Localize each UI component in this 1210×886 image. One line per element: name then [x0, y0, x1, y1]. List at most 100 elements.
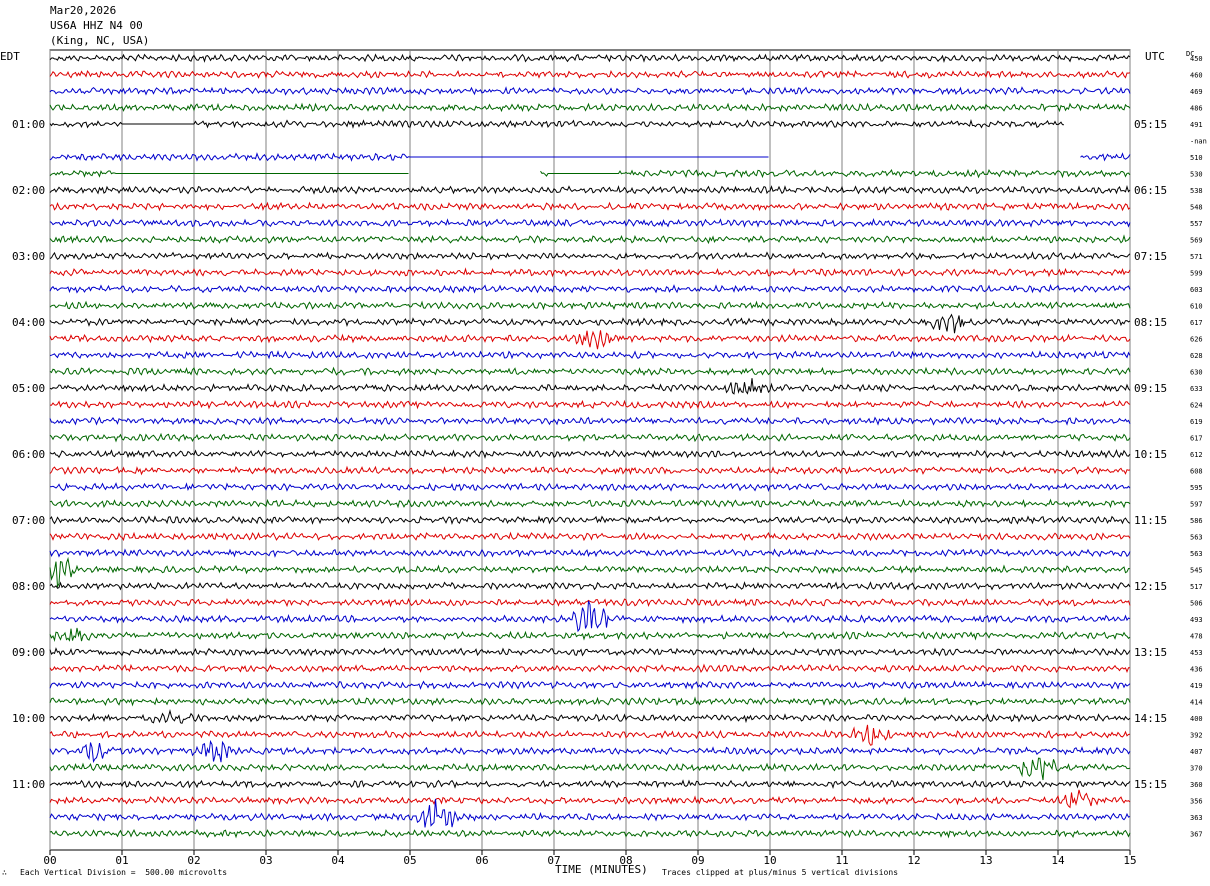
trace-line: [49, 399, 1131, 410]
x-tick-label: 15: [1123, 854, 1136, 867]
x-tick-label: 07: [547, 854, 560, 867]
dc-offset-label: 478: [1190, 633, 1203, 641]
trace-line: [49, 350, 1131, 360]
trace-line: [49, 498, 1131, 509]
dc-offset-label: 370: [1190, 765, 1203, 773]
trace-line: [49, 482, 1131, 492]
dc-offset-label: 586: [1190, 517, 1203, 525]
x-tick-label: 14: [1051, 854, 1065, 867]
trace-line: [49, 708, 1131, 724]
x-tick-label: 13: [979, 854, 992, 867]
right-hour-label: 08:15: [1134, 316, 1167, 329]
trace-line: [49, 53, 1131, 63]
dc-offset-label: 624: [1190, 402, 1203, 410]
right-timezone: UTC: [1145, 50, 1165, 63]
dc-offset-label: 436: [1190, 666, 1203, 674]
dc-offset-label: 545: [1190, 567, 1203, 575]
trace-line: [49, 432, 1131, 443]
dc-offset-label: 356: [1190, 798, 1203, 806]
left-hour-label: 07:00: [12, 514, 45, 527]
trace-line: [49, 251, 1131, 261]
left-hour-label: 03:00: [12, 250, 45, 263]
trace-line: [49, 696, 1131, 707]
trace-line: [49, 69, 1131, 79]
dc-offset-label: 612: [1190, 451, 1203, 459]
x-axis-label: TIME (MINUTES): [555, 863, 648, 876]
trace-line: [49, 217, 1131, 228]
x-tick-label: 08: [619, 854, 632, 867]
right-hour-label: 07:15: [1134, 250, 1167, 263]
trace-line: [49, 548, 1131, 558]
dc-offset-label: 619: [1190, 418, 1203, 426]
dc-offset-label: 626: [1190, 336, 1203, 344]
dc-offset-label: 506: [1190, 600, 1203, 608]
dc-offset-label: 530: [1190, 171, 1203, 179]
dc-offset-label: 617: [1190, 435, 1203, 443]
trace-line: [49, 330, 1131, 350]
dc-offset-label: 469: [1190, 88, 1203, 96]
x-tick-label: 01: [115, 854, 128, 867]
dc-offset-label: 571: [1190, 253, 1203, 261]
right-hour-label: 09:15: [1134, 382, 1167, 395]
dc-offset-label: 453: [1190, 649, 1203, 657]
trace-line: [49, 168, 1131, 179]
right-hour-label: 12:15: [1134, 580, 1167, 593]
trace-line: [49, 789, 1131, 809]
trace-line: [49, 267, 1131, 278]
left-hour-label: 08:00: [12, 580, 45, 593]
dc-offset-label: 450: [1190, 55, 1203, 63]
dc-offset-label: 617: [1190, 319, 1203, 327]
left-hour-label: 05:00: [12, 382, 45, 395]
trace-line: [49, 724, 1131, 746]
dc-offset-label: 493: [1190, 616, 1203, 624]
x-tick-label: 12: [907, 854, 920, 867]
dc-offset-label: 400: [1190, 715, 1203, 723]
trace-line: [49, 739, 1131, 764]
dc-offset-label: 603: [1190, 286, 1203, 294]
trace-line: [49, 779, 1131, 790]
dc-offset-label: 367: [1190, 831, 1203, 839]
trace-line: [49, 647, 1131, 657]
dc-offset-label: 628: [1190, 352, 1203, 360]
x-tick-label: 04: [331, 854, 345, 867]
trace-line: [49, 465, 1131, 476]
trace-line: [49, 152, 1131, 162]
dc-offset-label: 633: [1190, 385, 1203, 393]
x-tick-label: 03: [259, 854, 272, 867]
dc-offset-label: 407: [1190, 748, 1203, 756]
x-tick-label: 02: [187, 854, 200, 867]
trace-line: [49, 300, 1131, 311]
x-tick-label: 11: [835, 854, 848, 867]
clip-note: Traces clipped at plus/minus 5 vertical …: [662, 868, 899, 877]
right-hour-label: 06:15: [1134, 184, 1167, 197]
trace-line: [49, 515, 1131, 526]
trace-line: [49, 184, 1131, 195]
dc-offset-label: 538: [1190, 187, 1203, 195]
trace-line: [49, 757, 1131, 781]
dc-offset-label: 548: [1190, 204, 1203, 212]
trace-line: [49, 234, 1131, 245]
trace-line: [49, 86, 1131, 96]
plot-date: Mar20,2026: [50, 4, 117, 17]
trace-line: [49, 313, 1131, 334]
dc-offset-label: 557: [1190, 220, 1203, 228]
trace-line: [49, 600, 1131, 633]
dc-offset-label: 363: [1190, 814, 1203, 822]
dc-offset-label: 419: [1190, 682, 1203, 690]
trace-line: [49, 680, 1131, 690]
left-hour-label: 11:00: [12, 778, 45, 791]
dc-offset-label: 608: [1190, 468, 1203, 476]
right-hour-label: 10:15: [1134, 448, 1167, 461]
dc-offset-label: 392: [1190, 732, 1203, 740]
left-hour-label: 04:00: [12, 316, 45, 329]
left-hour-label: 06:00: [12, 448, 45, 461]
trace-line: [49, 597, 1131, 608]
dc-header: DC: [1186, 50, 1195, 58]
dc-offset-label: 510: [1190, 154, 1203, 162]
trace-line: [49, 828, 1131, 839]
trace-line: [49, 284, 1131, 294]
x-tick-label: 00: [43, 854, 56, 867]
trace-line: [49, 366, 1131, 377]
scale-note: Each Vertical Division = 500.00 microvol…: [20, 868, 228, 877]
